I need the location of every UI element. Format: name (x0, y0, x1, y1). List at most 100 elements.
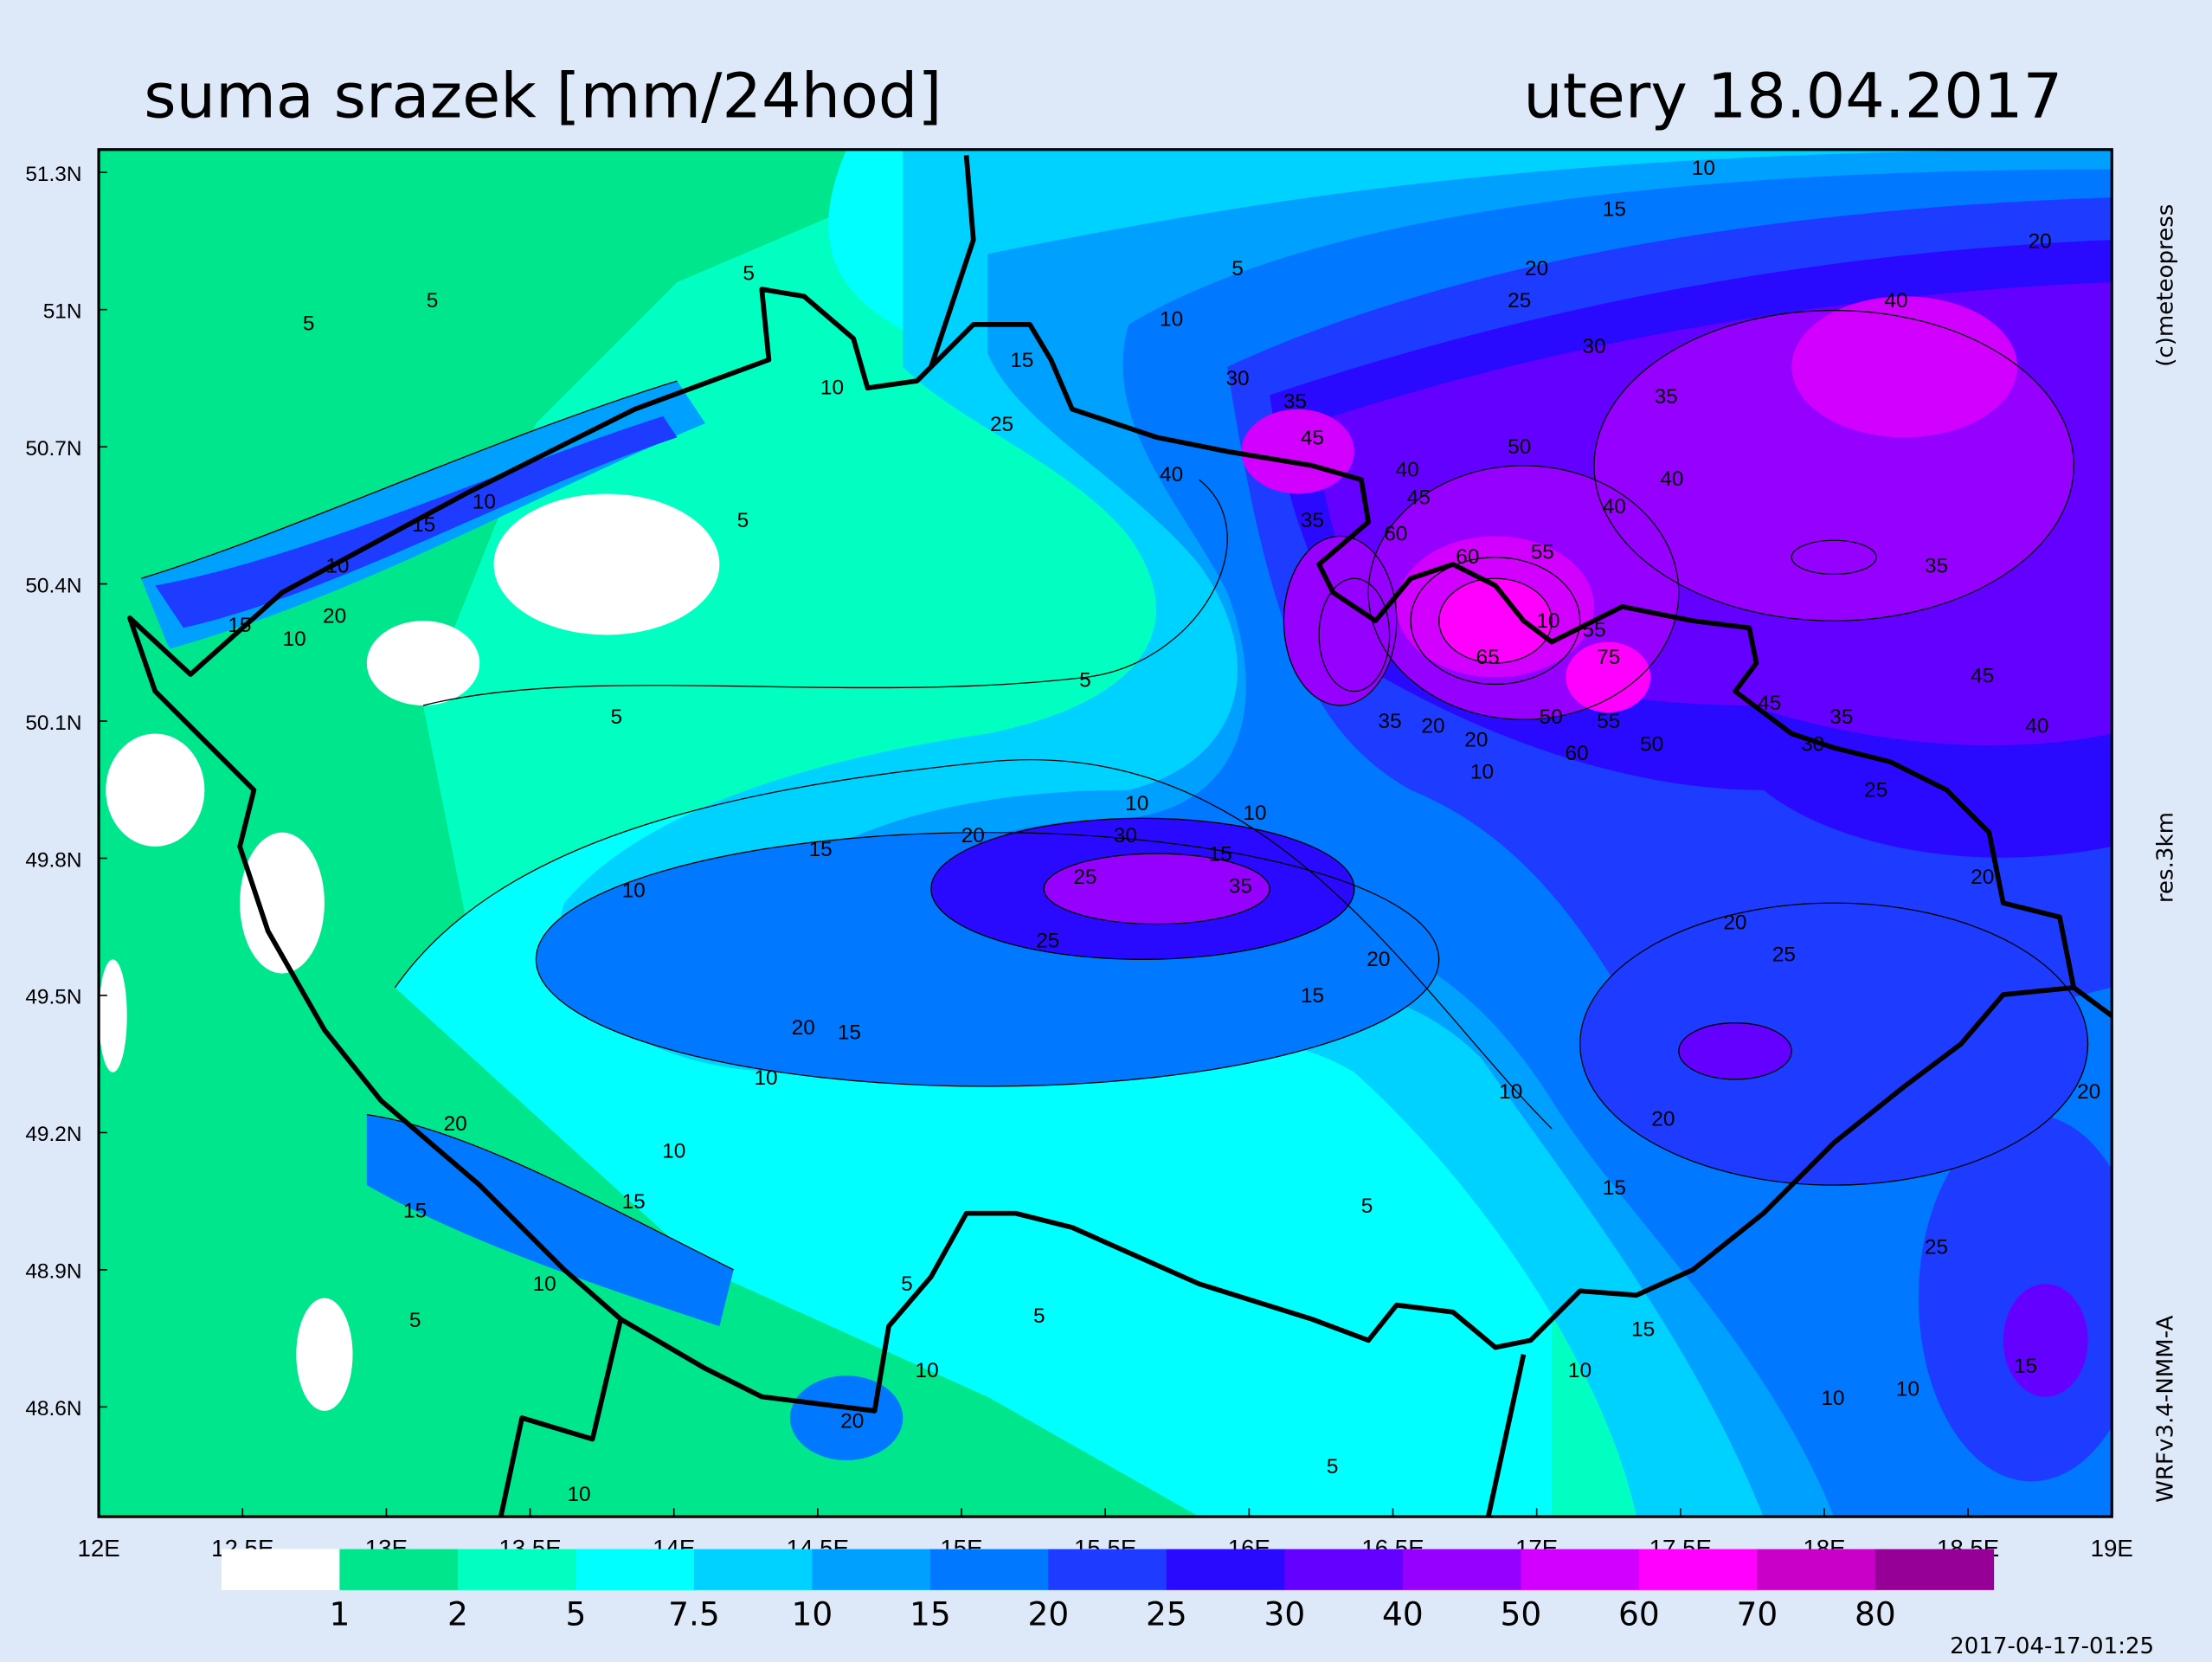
contour-label: 20 (840, 1409, 864, 1433)
contour-label: 25 (1073, 866, 1096, 889)
contour-label: 30 (1583, 335, 1606, 358)
legend-swatch (812, 1549, 931, 1590)
field-area (240, 832, 325, 974)
contour-label: 60 (1566, 742, 1589, 765)
borders (127, 155, 2112, 1517)
contour-label: 5 (743, 262, 755, 286)
contour-label: 15 (1209, 842, 1232, 866)
contour-label: 10 (1896, 1377, 1919, 1401)
y-tick-label: 49.5N (25, 986, 81, 1009)
contour-label: 25 (990, 413, 1013, 436)
contour-label: 10 (1692, 157, 1715, 180)
model-name: WRFv3.4-NMM-A (2152, 1315, 2178, 1502)
contour-label: 10 (622, 879, 646, 903)
contour-label: 10 (567, 1483, 590, 1506)
map-title: suma srazek [mm/24hod] (144, 59, 942, 132)
y-tick-label: 48.6N (25, 1397, 81, 1420)
contour-label: 15 (1301, 984, 1324, 1008)
contour-label: 20 (1421, 714, 1444, 738)
resolution: res.3km (2152, 812, 2178, 903)
contour-label: 25 (1508, 289, 1531, 312)
field-area (1283, 536, 1397, 705)
contour-label: 10 (325, 555, 349, 578)
legend-swatch (929, 1549, 1050, 1590)
contour-label: 10 (1470, 760, 1494, 783)
contour-label: 15 (1603, 1176, 1626, 1200)
contour-label: 50 (1640, 733, 1663, 757)
legend-swatch (1048, 1549, 1167, 1590)
contour-label: 20 (1366, 948, 1390, 971)
contour-label: 20 (2029, 230, 2052, 254)
axes: 12E 12.5E 13E 13.5E 14E 14.5E 15E 15.5E 16E 16.5E… (25, 163, 2133, 1562)
credit: (c)meteopress (2152, 204, 2178, 367)
map-date: utery 18.04.2017 (1523, 59, 2062, 132)
contour-label: 20 (323, 605, 346, 628)
field-area (2003, 1284, 2088, 1397)
contour-label: 40 (1396, 459, 1419, 482)
contour-label: 55 (1583, 619, 1606, 642)
legend-label: 25 (1146, 1595, 1187, 1633)
contour-label: 65 (1476, 646, 1500, 669)
contour-label: 20 (444, 1112, 467, 1136)
contour-label: 20 (1525, 257, 1548, 280)
contour-label: 30 (1225, 367, 1249, 390)
contour-label: 20 (1464, 728, 1488, 751)
legend-swatch (1638, 1549, 1759, 1590)
contour-label: 60 (1456, 545, 1479, 569)
legend-label: 20 (1028, 1595, 1070, 1633)
contour-label: 10 (754, 1066, 777, 1090)
contour-label: 5 (409, 1309, 421, 1332)
field-area (493, 493, 720, 635)
field-area (1579, 903, 2088, 1186)
legend-label: 50 (1501, 1595, 1542, 1633)
contour-label: 15 (838, 1021, 861, 1044)
contour-label: 5 (1327, 1455, 1339, 1478)
contour-lines (140, 309, 2089, 1271)
contour-label: 35 (1379, 710, 1402, 733)
y-tick-label: 48.9N (25, 1260, 81, 1284)
contour-label: 5 (1079, 669, 1091, 692)
legend-label: 2 (447, 1595, 468, 1633)
legend-label: 15 (910, 1595, 951, 1633)
legend-label: 10 (792, 1595, 833, 1633)
contour-label: 10 (820, 377, 844, 400)
contour-label: 25 (1772, 944, 1796, 967)
contour-label: 5 (610, 705, 622, 729)
contour-label: 45 (1301, 427, 1324, 450)
legend-label: 70 (1737, 1595, 1778, 1633)
field-area (1241, 409, 1354, 494)
legend-swatch (1166, 1549, 1286, 1590)
contour-label: 10 (533, 1272, 556, 1296)
contour-label: 10 (1821, 1387, 1844, 1410)
contour-label: 45 (1971, 664, 1994, 687)
legend-label: 5 (565, 1595, 586, 1633)
contour-label: 40 (1884, 289, 1907, 312)
contour-label: 40 (1160, 463, 1183, 486)
y-tick-label: 51.3N (25, 163, 81, 186)
legend-label: 1 (329, 1595, 350, 1633)
contour-label: 10 (1125, 792, 1148, 815)
field-area (106, 733, 205, 847)
timestamp: 2017-04-17-01:25 (1950, 1633, 2154, 1659)
contour-label: 35 (1283, 390, 1307, 413)
legend-swatch (457, 1549, 577, 1590)
field-area (1438, 578, 1553, 664)
legend-label: 40 (1382, 1595, 1424, 1633)
contour-label: 20 (1723, 912, 1746, 935)
field-area (1678, 1022, 1792, 1079)
contour-label: 10 (1536, 609, 1559, 633)
contour-label: 50 (1508, 435, 1531, 459)
contour-label: 75 (1597, 646, 1620, 669)
contour-label: 60 (1384, 523, 1407, 546)
contour-label: 10 (916, 1359, 939, 1382)
contour-label: 40 (1660, 467, 1683, 491)
contour-label: 55 (1597, 710, 1620, 733)
contour-label: 15 (1603, 198, 1626, 222)
contour-label: 35 (1229, 874, 1252, 898)
contour-label: 5 (901, 1272, 913, 1296)
legend-swatch (1757, 1549, 1876, 1590)
contour-label: 35 (1829, 705, 1853, 729)
